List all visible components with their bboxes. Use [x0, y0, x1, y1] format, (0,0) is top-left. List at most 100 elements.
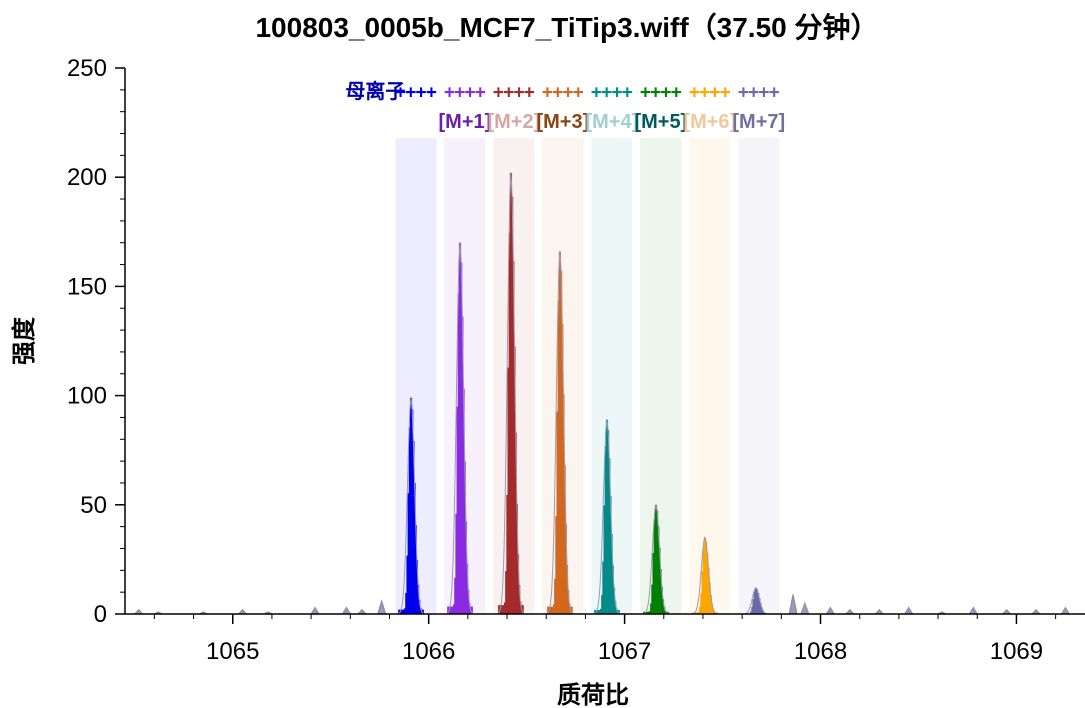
peak-bar-4-20 [617, 610, 620, 614]
plus-marker-5-2: + [661, 82, 672, 103]
noise-point-8 [376, 599, 387, 615]
peak-bar-3-15 [564, 523, 567, 614]
peak-bar-5-9 [653, 519, 656, 614]
peak-bar-5-2 [645, 611, 648, 614]
peak-3 [545, 251, 575, 615]
plus-marker-3-1: + [552, 82, 563, 103]
plus-marker-4-1: + [601, 82, 612, 103]
peak-bar-4-18 [615, 608, 618, 614]
noise-point-11 [825, 606, 836, 615]
plus-marker-1-0: + [444, 82, 455, 103]
peak-bar-4-11 [607, 430, 610, 614]
peak-bar-5-16 [661, 599, 665, 614]
isolation-window-5 [640, 138, 682, 614]
plus-marker-4-3: + [622, 82, 633, 103]
peak-bar-6-7 [700, 593, 703, 614]
peak-bar-1-6 [454, 577, 457, 614]
peak-bar-3-6 [554, 578, 557, 614]
noise-point-19 [1060, 606, 1071, 615]
y-tick-label-3: 150 [67, 273, 107, 300]
peak-bar-7-13 [758, 598, 761, 614]
peak-bar-7-6 [750, 611, 753, 614]
noise-point-6 [341, 606, 352, 615]
peak-bar-1-17 [467, 589, 470, 614]
annotation-label-0: 母离子 [345, 79, 405, 103]
plus-marker-1-3: + [475, 82, 486, 103]
peak-bar-3-8 [556, 411, 559, 614]
peak-bar-1-20 [470, 606, 473, 614]
peak-bar-3-14 [563, 464, 566, 614]
peak-bar-5-8 [652, 552, 655, 614]
peak-bar-6-18 [713, 611, 716, 614]
peak-bar-6-15 [709, 594, 712, 614]
peak-bar-3-17 [567, 590, 570, 614]
peak-bar-5-10 [654, 504, 658, 614]
peak-bar-6-17 [712, 608, 715, 614]
peak-bar-6-11 [704, 541, 708, 614]
peak-bar-3-10 [558, 251, 562, 614]
peak-bar-0-7 [406, 555, 409, 614]
peak-bar-4-14 [610, 534, 613, 614]
noise-point-10 [800, 601, 810, 615]
plus-marker-4-2: + [612, 82, 623, 103]
peak-bar-0-5 [404, 608, 407, 614]
peak-bar-5-14 [659, 569, 662, 614]
peak-bar-6-9 [702, 547, 705, 614]
peak-bar-1-16 [465, 563, 469, 614]
peak-bar-5-7 [651, 584, 654, 614]
peak-bar-1-13 [462, 388, 465, 614]
peak-bar-3-0 [547, 606, 550, 614]
peak-bar-0-17 [418, 599, 421, 614]
plus-marker-7-3: + [769, 82, 780, 103]
peak-bar-0-16 [416, 584, 420, 614]
peak-1 [445, 242, 475, 615]
peak-bar-2-17 [518, 585, 521, 614]
peak-bar-5-12 [657, 526, 660, 614]
annotation-label-7: [M+7] [732, 111, 785, 133]
peak-bar-4-6 [601, 595, 604, 614]
peak-bar-5-17 [663, 606, 666, 614]
isolation-window-7 [738, 138, 780, 614]
peak-bar-3-18 [568, 603, 571, 614]
peak-bar-7-17 [762, 612, 766, 614]
peak-2 [496, 172, 526, 615]
peak-outline-5 [641, 504, 671, 615]
plus-marker-3-2: + [563, 82, 574, 103]
peak-bar-6-3 [695, 612, 698, 614]
peak-bar-2-7 [506, 494, 509, 614]
peak-bar-1-11 [460, 262, 463, 614]
peak-bar-5-13 [658, 547, 661, 614]
peak-bar-2-16 [516, 554, 520, 614]
peak-bar-4-9 [604, 445, 607, 614]
plus-marker-2-2: + [514, 82, 525, 103]
peak-bar-3-16 [565, 564, 569, 614]
peak-bar-2-10 [509, 172, 513, 614]
peak-bar-4-10 [605, 419, 609, 614]
plus-marker-0-2: + [416, 82, 427, 103]
y-tick-label-4: 200 [67, 164, 107, 191]
peak-bar-7-14 [759, 603, 762, 614]
peak-bar-5-3 [646, 611, 649, 614]
peak-bar-6-6 [699, 606, 702, 614]
peak-bar-3-12 [561, 323, 564, 614]
plus-marker-6-1: + [699, 82, 710, 103]
peak-bar-7-15 [760, 607, 763, 614]
plus-marker-2-0: + [493, 82, 504, 103]
peak-bar-5-18 [664, 610, 667, 614]
plus-marker-6-2: + [710, 82, 721, 103]
peak-bar-5-5 [648, 611, 652, 614]
plus-marker-7-2: + [759, 82, 770, 103]
peak-bar-4-2 [596, 610, 599, 614]
annotation-label-4: [M+4] [585, 111, 638, 133]
plus-marker-3-0: + [542, 82, 553, 103]
isolation-window-6 [689, 138, 731, 614]
plus-marker-5-0: + [640, 82, 651, 103]
peak-bar-0-18 [419, 607, 422, 614]
peak-bar-0-0 [398, 609, 401, 614]
peak-bar-4-3 [597, 610, 600, 614]
peak-bar-2-20 [521, 605, 524, 614]
peak-bar-0-8 [407, 493, 410, 614]
peak-bar-6-2 [694, 612, 697, 614]
peak-bar-3-11 [560, 271, 563, 614]
peak-bar-6-13 [707, 567, 710, 614]
